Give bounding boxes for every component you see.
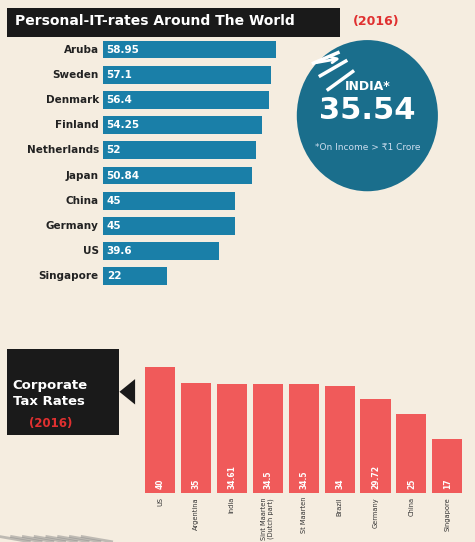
Text: 22: 22	[107, 272, 121, 281]
Text: 39.6: 39.6	[107, 246, 133, 256]
Text: China: China	[66, 196, 99, 206]
Text: Finland: Finland	[55, 120, 99, 130]
Text: 35: 35	[191, 479, 200, 489]
Text: 45: 45	[107, 196, 121, 206]
Text: INDIA*: INDIA*	[344, 80, 390, 93]
FancyBboxPatch shape	[103, 66, 271, 83]
Text: *On Income > ₹1 Crore: *On Income > ₹1 Crore	[314, 143, 420, 152]
FancyBboxPatch shape	[103, 217, 235, 235]
FancyBboxPatch shape	[103, 267, 167, 285]
Text: Personal-IT-rates Around The World: Personal-IT-rates Around The World	[15, 14, 294, 28]
Text: US: US	[157, 497, 163, 506]
FancyBboxPatch shape	[103, 91, 268, 109]
Text: Germany: Germany	[372, 497, 379, 527]
Text: 50.84: 50.84	[107, 171, 140, 180]
Circle shape	[297, 40, 438, 191]
FancyBboxPatch shape	[103, 116, 262, 134]
FancyBboxPatch shape	[289, 384, 319, 493]
FancyBboxPatch shape	[103, 141, 256, 159]
Text: Corporate
Tax Rates: Corporate Tax Rates	[13, 379, 88, 408]
FancyBboxPatch shape	[103, 41, 276, 59]
Text: 34.5: 34.5	[263, 470, 272, 489]
Text: 34.5: 34.5	[299, 470, 308, 489]
Text: Germany: Germany	[46, 221, 99, 231]
FancyBboxPatch shape	[7, 8, 340, 37]
Text: Sint Maarten
(Dutch part): Sint Maarten (Dutch part)	[261, 497, 275, 540]
Text: 57.1: 57.1	[107, 70, 133, 80]
Text: Singapore: Singapore	[445, 497, 450, 531]
Text: Argentina: Argentina	[193, 497, 199, 530]
Text: 17: 17	[443, 478, 452, 489]
FancyBboxPatch shape	[253, 384, 283, 493]
Text: 29.72: 29.72	[371, 465, 380, 489]
FancyBboxPatch shape	[324, 386, 355, 493]
Text: 58.95: 58.95	[107, 44, 140, 55]
FancyBboxPatch shape	[217, 384, 247, 493]
Text: Japan: Japan	[66, 171, 99, 180]
Text: 35.54: 35.54	[319, 96, 416, 125]
Text: 34.61: 34.61	[227, 465, 236, 489]
Text: (2016): (2016)	[29, 417, 73, 430]
FancyBboxPatch shape	[361, 399, 390, 493]
FancyBboxPatch shape	[397, 414, 427, 493]
FancyBboxPatch shape	[103, 166, 252, 184]
Text: 56.4: 56.4	[107, 95, 133, 105]
FancyBboxPatch shape	[103, 242, 219, 260]
Text: China: China	[408, 497, 415, 516]
Polygon shape	[119, 379, 135, 404]
Text: Aruba: Aruba	[64, 44, 99, 55]
Text: 45: 45	[107, 221, 121, 231]
FancyBboxPatch shape	[181, 383, 211, 493]
Text: Sweden: Sweden	[53, 70, 99, 80]
FancyBboxPatch shape	[145, 367, 175, 493]
FancyBboxPatch shape	[103, 192, 235, 210]
Text: St Maarten: St Maarten	[301, 497, 307, 533]
Text: 52: 52	[107, 145, 121, 156]
Text: 40: 40	[155, 479, 164, 489]
Text: Denmark: Denmark	[46, 95, 99, 105]
Text: US: US	[83, 246, 99, 256]
Text: India: India	[229, 497, 235, 513]
Text: Singapore: Singapore	[38, 272, 99, 281]
Text: 34: 34	[335, 479, 344, 489]
Text: (2016): (2016)	[352, 15, 399, 28]
FancyBboxPatch shape	[7, 349, 119, 435]
FancyBboxPatch shape	[432, 440, 462, 493]
Text: 54.25: 54.25	[107, 120, 140, 130]
Text: 25: 25	[407, 479, 416, 489]
Text: Brazil: Brazil	[337, 497, 342, 515]
Text: Netherlands: Netherlands	[27, 145, 99, 156]
